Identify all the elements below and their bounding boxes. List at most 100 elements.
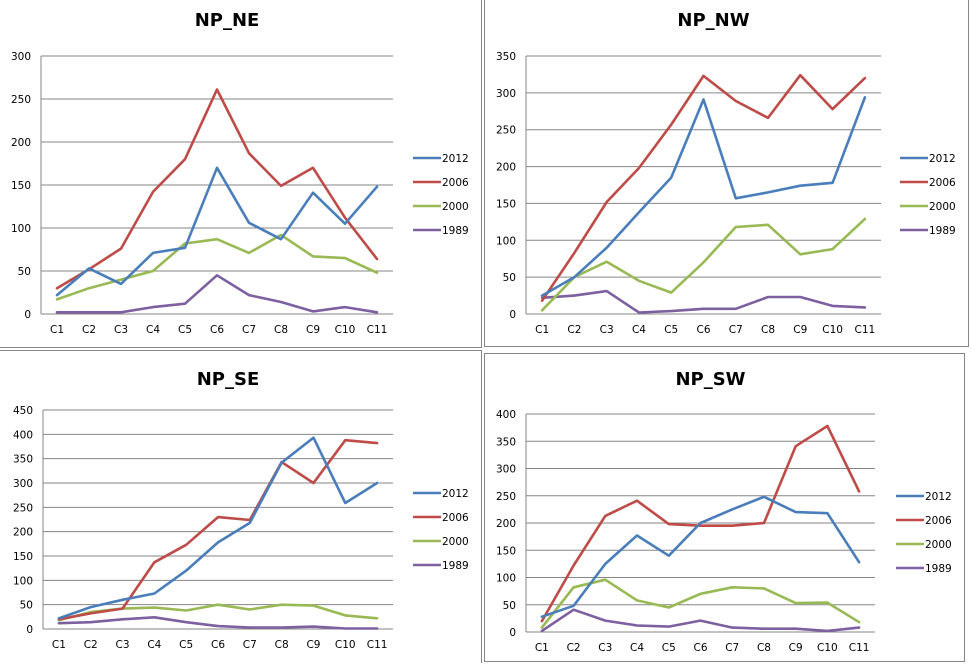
x-tick-label: C2 [567, 642, 581, 654]
x-tick-label: C8 [761, 324, 775, 336]
x-tick-label: C11 [855, 324, 876, 336]
x-tick-label: C6 [211, 639, 225, 651]
legend-label: 1989 [925, 563, 952, 575]
chart-title: NP_NE [195, 10, 260, 31]
chart-title: NP_SW [675, 369, 745, 390]
y-tick-label: 0 [509, 627, 516, 639]
series-line-1989 [542, 610, 859, 631]
series-line-2012 [542, 97, 865, 295]
x-tick-label: C11 [367, 324, 388, 336]
legend-label: 2006 [929, 177, 956, 189]
x-tick-label: C11 [367, 639, 388, 651]
y-tick-label: 200 [11, 137, 31, 149]
legend-label: 2012 [929, 153, 956, 165]
x-tick-label: C1 [535, 642, 549, 654]
x-tick-label: C8 [275, 639, 289, 651]
x-tick-label: C3 [598, 642, 612, 654]
y-tick-label: 50 [20, 600, 33, 612]
chart-title: NP_SE [197, 369, 260, 390]
legend-label: 2000 [925, 539, 952, 551]
x-tick-label: C3 [600, 324, 614, 336]
y-tick-label: 50 [503, 600, 516, 612]
y-tick-label: 100 [496, 573, 516, 585]
chart-title: NP_NW [677, 10, 749, 31]
legend-label: 1989 [442, 560, 469, 572]
y-tick-label: 350 [496, 436, 516, 448]
x-tick-label: C7 [725, 642, 739, 654]
x-tick-label: C6 [210, 324, 224, 336]
y-tick-label: 250 [496, 125, 516, 137]
legend-label: 2000 [929, 201, 956, 213]
legend-label: 1989 [929, 225, 956, 237]
y-tick-label: 150 [11, 180, 31, 192]
legend-label: 2000 [442, 536, 469, 548]
legend-label: 2012 [442, 153, 469, 165]
y-tick-label: 0 [24, 309, 31, 321]
y-tick-label: 350 [13, 454, 33, 466]
y-tick-label: 400 [13, 429, 33, 441]
y-tick-label: 50 [503, 272, 516, 284]
x-tick-label: C4 [147, 639, 161, 651]
x-tick-label: C9 [789, 642, 803, 654]
legend: 2012 2006 2000 1989 [896, 491, 952, 575]
series-line-2006 [542, 75, 865, 301]
series-line-2012 [59, 438, 377, 619]
legend-label: 2012 [925, 491, 952, 503]
y-tick-label: 0 [509, 309, 516, 321]
x-tick-label: C9 [306, 639, 320, 651]
x-tick-label: C5 [664, 324, 678, 336]
y-tick-label: 200 [496, 162, 516, 174]
y-tick-label: 250 [11, 94, 31, 106]
x-tick-label: C9 [306, 324, 320, 336]
legend-label: 2006 [925, 515, 952, 527]
x-tick-label: C7 [729, 324, 743, 336]
y-tick-label: 350 [496, 51, 516, 63]
x-tick-label: C7 [242, 324, 256, 336]
y-tick-label: 400 [496, 409, 516, 421]
x-tick-label: C11 [849, 642, 870, 654]
x-tick-label: C8 [274, 324, 288, 336]
x-tick-label: C6 [696, 324, 710, 336]
y-tick-label: 100 [496, 235, 516, 247]
x-tick-label: C9 [793, 324, 807, 336]
x-tick-label: C10 [822, 324, 843, 336]
x-tick-label: C6 [693, 642, 707, 654]
y-tick-label: 100 [11, 223, 31, 235]
x-tick-label: C4 [632, 324, 646, 336]
series-line-2000 [57, 235, 377, 300]
x-tick-label: C10 [335, 639, 356, 651]
y-tick-label: 0 [26, 624, 33, 636]
y-tick-label: 150 [496, 198, 516, 210]
x-tick-label: C2 [567, 324, 581, 336]
legend-label: 2006 [442, 177, 469, 189]
x-tick-label: C10 [817, 642, 838, 654]
legend-label: 1989 [442, 225, 469, 237]
y-tick-label: 100 [13, 575, 33, 587]
x-tick-label: C1 [535, 324, 549, 336]
legend: 2012 2006 2000 1989 [900, 153, 956, 237]
y-tick-label: 50 [18, 266, 31, 278]
x-tick-label: C10 [335, 324, 356, 336]
y-tick-label: 300 [13, 478, 33, 490]
series-line-2000 [59, 605, 377, 621]
y-tick-label: 250 [13, 502, 33, 514]
legend-label: 2012 [442, 488, 469, 500]
series-line-1989 [542, 291, 865, 312]
y-tick-label: 200 [496, 518, 516, 530]
y-tick-label: 250 [496, 491, 516, 503]
x-tick-label: C3 [116, 639, 130, 651]
series-line-2000 [542, 219, 865, 310]
x-tick-label: C2 [82, 324, 96, 336]
series-line-2012 [542, 497, 859, 617]
x-tick-label: C1 [50, 324, 64, 336]
y-tick-label: 150 [496, 545, 516, 557]
